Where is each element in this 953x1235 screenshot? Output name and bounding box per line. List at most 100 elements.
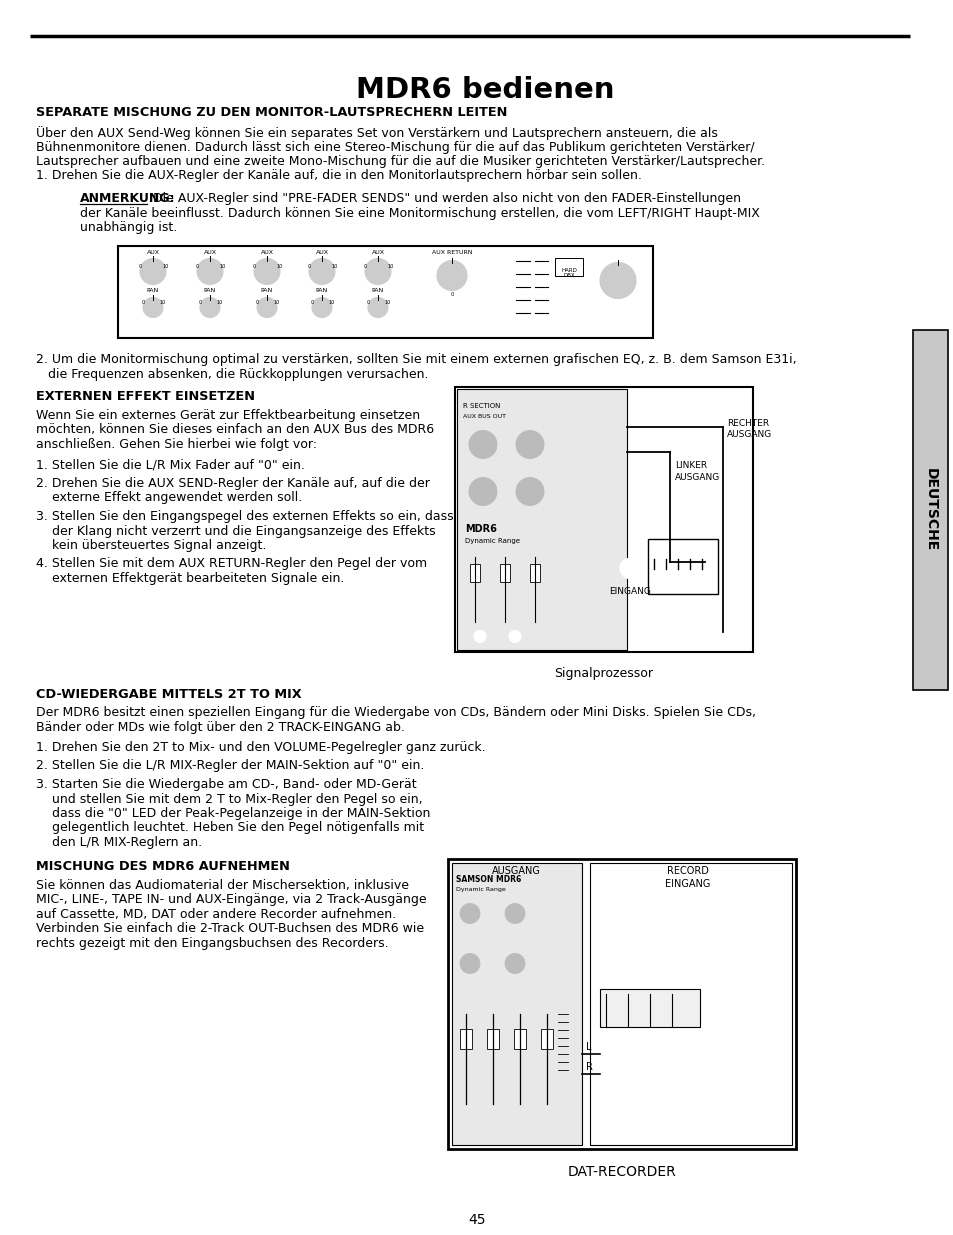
Text: ANMERKUNG:: ANMERKUNG: [80,191,175,205]
Text: 10: 10 [216,300,223,305]
Text: PAN: PAN [315,288,328,293]
Bar [452,862,581,1145]
Text: 0: 0 [255,300,258,305]
Bar [499,563,510,582]
Circle shape [365,258,391,284]
Circle shape [200,298,220,317]
Text: CD-WIEDERGABE MITTELS 2T TO MIX: CD-WIEDERGABE MITTELS 2T TO MIX [36,688,301,700]
Circle shape [469,431,497,458]
Text: 0: 0 [307,263,311,268]
Text: 0: 0 [198,300,201,305]
Text: 2. Um die Monitormischung optimal zu verstärken, sollten Sie mit einem externen : 2. Um die Monitormischung optimal zu ver… [36,353,796,367]
Text: PAN: PAN [372,288,384,293]
Text: MISCHUNG DES MDR6 AUFNEHMEN: MISCHUNG DES MDR6 AUFNEHMEN [36,861,290,873]
Bar [912,330,947,690]
Text: 3. Stellen Sie den Eingangspegel des externen Effekts so ein, dass: 3. Stellen Sie den Eingangspegel des ext… [36,510,453,522]
Circle shape [256,298,276,317]
Text: den L/R MIX-Reglern an.: den L/R MIX-Reglern an. [36,836,202,848]
Text: auf Cassette, MD, DAT oder andere Recorder aufnehmen.: auf Cassette, MD, DAT oder andere Record… [36,908,395,921]
Text: Die AUX-Regler sind "PRE-FADER SENDS" und werden also nicht von den FADER-Einste: Die AUX-Regler sind "PRE-FADER SENDS" un… [149,191,740,205]
Circle shape [504,904,524,924]
Text: 0: 0 [138,263,141,268]
Text: Signalprozessor: Signalprozessor [554,667,653,680]
Text: 10: 10 [384,300,391,305]
Text: Bänder oder MDs wie folgt über den 2 TRACK-EINGANG ab.: Bänder oder MDs wie folgt über den 2 TRA… [36,720,404,734]
Text: Verbinden Sie einfach die 2-Track OUT-Buchsen des MDR6 wie: Verbinden Sie einfach die 2-Track OUT-Bu… [36,923,424,935]
Text: 2. Stellen Sie die L/R MIX-Regler der MAIN-Sektion auf "0" ein.: 2. Stellen Sie die L/R MIX-Regler der MA… [36,760,424,773]
Text: 10: 10 [276,263,283,268]
Text: möchten, können Sie dieses einfach an den AUX Bus des MDR6: möchten, können Sie dieses einfach an de… [36,424,434,436]
Text: anschließen. Gehen Sie hierbei wie folgt vor:: anschließen. Gehen Sie hierbei wie folgt… [36,438,316,451]
Circle shape [459,953,479,973]
Circle shape [143,298,163,317]
Circle shape [619,558,639,578]
Text: LINKER
AUSGANG: LINKER AUSGANG [675,462,720,482]
Text: Bühnenmonitore dienen. Dadurch lässt sich eine Stereo-Mischung für die auf das P: Bühnenmonitore dienen. Dadurch lässt sic… [36,141,754,153]
Text: der Kanäle beeinflusst. Dadurch können Sie eine Monitormischung erstellen, die v: der Kanäle beeinflusst. Dadurch können S… [80,206,760,220]
Text: 0: 0 [363,263,366,268]
Text: AUX: AUX [315,249,328,254]
Text: AUX: AUX [147,249,159,254]
Bar [486,1029,498,1049]
Circle shape [459,904,479,924]
Text: AUX: AUX [260,249,274,254]
Text: 1. Drehen Sie den 2T to Mix- und den VOLUME-Pegelregler ganz zurück.: 1. Drehen Sie den 2T to Mix- und den VOL… [36,741,485,755]
Text: 0: 0 [310,300,314,305]
Bar [599,988,700,1026]
Text: dass die "0" LED der Peak-Pegelanzeige in der MAIN-Sektion: dass die "0" LED der Peak-Pegelanzeige i… [36,806,430,820]
Text: MIC-, LINE-, TAPE IN- und AUX-Eingänge, via 2 Track-Ausgänge: MIC-, LINE-, TAPE IN- und AUX-Eingänge, … [36,893,426,906]
Text: Wenn Sie ein externes Gerät zur Effektbearbeitung einsetzen: Wenn Sie ein externes Gerät zur Effektbe… [36,409,419,422]
Text: Über den AUX Send-Weg können Sie ein separates Set von Verstärkern und Lautsprec: Über den AUX Send-Weg können Sie ein sep… [36,126,717,140]
Text: 10: 10 [388,263,394,268]
Text: PAN: PAN [204,288,216,293]
Circle shape [368,298,388,317]
Text: RECHTER
AUSGANG: RECHTER AUSGANG [726,419,771,438]
Text: AUX RETURN: AUX RETURN [432,249,472,254]
Text: SEPARATE MISCHUNG ZU DEN MONITOR-LAUTSPRECHERN LEITEN: SEPARATE MISCHUNG ZU DEN MONITOR-LAUTSPR… [36,106,507,119]
Circle shape [309,258,335,284]
Bar [118,246,652,337]
Text: unabhängig ist.: unabhängig ist. [80,221,177,233]
Text: Sie können das Audiomaterial der Mischersektion, inklusive: Sie können das Audiomaterial der Mischer… [36,879,409,892]
Text: 10: 10 [274,300,280,305]
Text: rechts gezeigt mit den Eingangsbuchsen des Recorders.: rechts gezeigt mit den Eingangsbuchsen d… [36,937,388,950]
Text: AUSGANG: AUSGANG [491,867,539,877]
Text: 2. Drehen Sie die AUX SEND-Regler der Kanäle auf, auf die der: 2. Drehen Sie die AUX SEND-Regler der Ka… [36,477,430,490]
Circle shape [516,478,543,505]
Text: 10: 10 [160,300,166,305]
Text: 1. Stellen Sie die L/R Mix Fader auf "0" ein.: 1. Stellen Sie die L/R Mix Fader auf "0"… [36,458,305,472]
Circle shape [474,631,485,642]
Text: R SECTION: R SECTION [462,403,500,409]
Circle shape [469,478,497,505]
Text: 10: 10 [219,263,226,268]
Text: 0: 0 [450,291,453,296]
Text: EXTERNEN EFFEKT EINSETZEN: EXTERNEN EFFEKT EINSETZEN [36,390,254,404]
Text: Der MDR6 besitzt einen speziellen Eingang für die Wiedergabe von CDs, Bändern od: Der MDR6 besitzt einen speziellen Eingan… [36,706,755,719]
Text: MDR6 bedienen: MDR6 bedienen [355,77,614,104]
Text: Dynamic Range: Dynamic Range [464,538,519,545]
Text: AUX: AUX [203,249,216,254]
Text: 0: 0 [195,263,198,268]
Text: AUX BUS OUT: AUX BUS OUT [462,415,505,420]
Bar [555,258,582,275]
Text: und stellen Sie mit dem 2 T to Mix-Regler den Pegel so ein,: und stellen Sie mit dem 2 T to Mix-Regle… [36,793,422,805]
Text: R: R [585,1062,592,1072]
Text: externen Effektgerät bearbeiteten Signale ein.: externen Effektgerät bearbeiteten Signal… [36,572,344,585]
Text: gelegentlich leuchtet. Heben Sie den Pegel nötigenfalls mit: gelegentlich leuchtet. Heben Sie den Peg… [36,821,424,835]
Text: 10: 10 [163,263,169,268]
Bar [647,538,718,594]
Circle shape [196,258,223,284]
Bar [455,387,752,652]
Text: Dynamic Range: Dynamic Range [456,887,505,892]
Text: 4. Stellen Sie mit dem AUX RETURN-Regler den Pegel der vom: 4. Stellen Sie mit dem AUX RETURN-Regler… [36,557,427,571]
Text: RECORD
EINGANG: RECORD EINGANG [664,867,710,889]
Text: 45: 45 [468,1213,485,1228]
Text: 0: 0 [253,263,255,268]
Bar [514,1029,525,1049]
Bar [530,563,539,582]
Circle shape [504,953,524,973]
Circle shape [253,258,280,284]
Text: der Klang nicht verzerrt und die Eingangsanzeige des Effekts: der Klang nicht verzerrt und die Eingang… [36,525,436,537]
Text: kein übersteuertes Signal anzeigt.: kein übersteuertes Signal anzeigt. [36,538,266,552]
Circle shape [509,631,520,642]
